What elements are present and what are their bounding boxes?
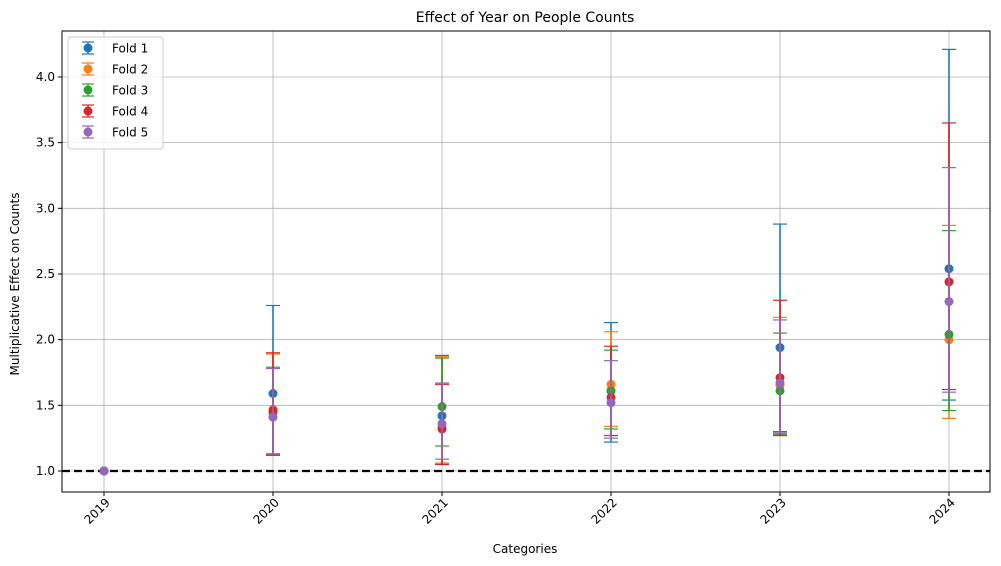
series-fold-2 [99, 224, 956, 476]
data-point [944, 297, 954, 307]
x-axis-label: Categories [493, 542, 558, 556]
legend-label: Fold 3 [112, 84, 148, 98]
y-tick-label: 2.5 [36, 267, 55, 281]
data-point [775, 378, 785, 388]
legend-label: Fold 4 [112, 105, 148, 119]
x-axis: 2019 2020 2021 2022 2023 2024 [81, 492, 958, 527]
x-tick-label: 2023 [757, 495, 788, 526]
series-fold-1 [99, 48, 956, 476]
x-tick-label: 2020 [250, 495, 281, 526]
series-fold-3 [99, 230, 956, 476]
legend-marker-dot [83, 85, 93, 95]
legend-marker-dot [83, 43, 93, 53]
legend: Fold 1 Fold 2 Fold 3 Fold 4 Fold 5 [67, 36, 164, 150]
legend-marker-dot [83, 127, 93, 137]
series-fold-5 [99, 166, 956, 476]
y-tick-label: 1.5 [36, 398, 55, 412]
legend-label: Fold 2 [112, 63, 148, 77]
legend-marker-dot [83, 106, 93, 116]
plot-frame [61, 30, 991, 493]
data-point [437, 419, 447, 429]
legend-label: Fold 5 [112, 126, 148, 140]
x-tick-label: 2022 [588, 495, 619, 526]
legend-label: Fold 1 [112, 42, 148, 56]
legend-marker-dot [83, 64, 93, 74]
data-point [606, 398, 616, 408]
y-tick-label: 4.0 [36, 70, 55, 84]
y-tick-label: 1.0 [36, 464, 55, 478]
chart-title: Effect of Year on People Counts [416, 10, 635, 26]
y-axis: 1.0 1.5 2.0 2.5 3.0 3.5 4.0 [36, 70, 62, 478]
y-axis-label: Multiplicative Effect on Counts [8, 193, 22, 376]
x-tick-label: 2021 [419, 495, 450, 526]
grid [62, 31, 990, 492]
data-point [268, 412, 278, 422]
y-tick-label: 3.5 [36, 136, 55, 150]
x-tick-label: 2024 [926, 495, 957, 526]
series-group [99, 48, 956, 476]
series-fold-4 [99, 122, 956, 476]
data-point [99, 466, 109, 476]
y-tick-label: 2.0 [36, 333, 55, 347]
y-tick-label: 3.0 [36, 201, 55, 215]
x-tick-label: 2019 [81, 495, 112, 526]
legend-box [67, 36, 164, 150]
